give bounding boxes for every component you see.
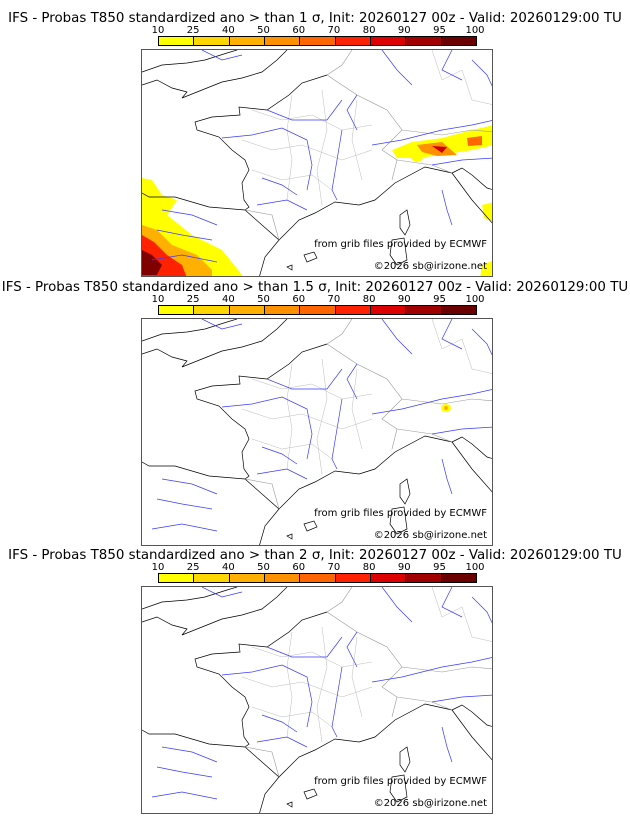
tick-label: 50 bbox=[257, 562, 270, 573]
map-panel-2sigma: IFS - Probas T850 standardized ano > tha… bbox=[0, 537, 630, 814]
tick-label: 90 bbox=[397, 294, 411, 305]
probability-shading bbox=[142, 125, 492, 276]
colorbar-ticks: 10 25 40 50 60 70 80 90 95 100 bbox=[152, 294, 485, 305]
map-panel-1-5sigma: IFS - Probas T850 standardized ano > tha… bbox=[0, 269, 630, 546]
colorbar-swatch bbox=[441, 37, 476, 45]
tick-label: 10 bbox=[151, 562, 165, 573]
copyright-credit: ©2026 sb@irizone.net bbox=[373, 798, 487, 809]
data-source-credit: from grib files provided by ECMWF bbox=[314, 239, 487, 250]
data-source-credit: from grib files provided by ECMWF bbox=[314, 508, 487, 519]
map-canvas bbox=[142, 50, 492, 276]
tick-label: 90 bbox=[397, 562, 411, 573]
colorbar-swatch bbox=[335, 574, 371, 582]
panel-title: IFS - Probas T850 standardized ano > tha… bbox=[8, 548, 622, 563]
tick-label: 40 bbox=[221, 562, 235, 573]
colorbar-swatch bbox=[194, 574, 230, 582]
colorbar-swatch bbox=[229, 37, 265, 45]
tick-label: 70 bbox=[327, 562, 341, 573]
tick-label: 70 bbox=[327, 294, 341, 305]
copyright-credit: ©2026 sb@irizone.net bbox=[373, 261, 487, 272]
tick-label: 25 bbox=[186, 294, 200, 305]
colorbar-swatch bbox=[264, 306, 301, 314]
colorbar-swatch bbox=[194, 37, 230, 45]
colorbar-swatch bbox=[300, 574, 336, 582]
colorbar-swatch bbox=[370, 574, 407, 582]
colorbar-swatch bbox=[406, 37, 442, 45]
tick-label: 25 bbox=[186, 25, 200, 36]
probability-map: from grib files provided by ECMWF ©2026 … bbox=[141, 49, 493, 277]
colorbar-ticks: 10 25 40 50 60 70 80 90 95 100 bbox=[152, 562, 485, 573]
tick-label: 40 bbox=[221, 294, 235, 305]
tick-label: 100 bbox=[465, 562, 485, 573]
probability-shading bbox=[441, 404, 451, 412]
colorbar-swatch bbox=[335, 306, 371, 314]
colorbar-swatch bbox=[159, 306, 195, 314]
colorbar-swatch bbox=[229, 306, 265, 314]
colorbar-swatch bbox=[406, 306, 442, 314]
tick-label: 80 bbox=[362, 562, 376, 573]
copyright-credit: ©2026 sb@irizone.net bbox=[373, 530, 487, 541]
tick-label: 95 bbox=[433, 294, 446, 305]
colorbar-swatch bbox=[159, 37, 195, 45]
colorbar-swatch bbox=[300, 37, 336, 45]
colorbar bbox=[158, 573, 477, 583]
colorbar-swatch bbox=[370, 37, 407, 45]
tick-label: 100 bbox=[465, 294, 485, 305]
colorbar-swatch bbox=[194, 306, 230, 314]
tick-label: 10 bbox=[151, 25, 165, 36]
colorbar-swatch bbox=[159, 574, 195, 582]
colorbar-swatch bbox=[264, 37, 301, 45]
probability-map: from grib files provided by ECMWF ©2026 … bbox=[141, 318, 493, 546]
tick-label: 60 bbox=[292, 25, 306, 36]
tick-label: 95 bbox=[433, 25, 446, 36]
colorbar-swatch bbox=[370, 306, 407, 314]
tick-label: 60 bbox=[292, 294, 306, 305]
map-panel-1sigma: IFS - Probas T850 standardized ano > tha… bbox=[0, 0, 630, 277]
colorbar-ticks: 10 25 40 50 60 70 80 90 95 100 bbox=[152, 25, 485, 36]
panel-title: IFS - Probas T850 standardized ano > tha… bbox=[8, 11, 622, 26]
tick-label: 50 bbox=[257, 294, 270, 305]
colorbar-swatch bbox=[335, 37, 371, 45]
tick-label: 80 bbox=[362, 294, 376, 305]
tick-label: 95 bbox=[433, 562, 446, 573]
tick-label: 60 bbox=[292, 562, 306, 573]
colorbar bbox=[158, 36, 477, 46]
colorbar-swatch bbox=[300, 306, 336, 314]
colorbar-swatch bbox=[441, 306, 476, 314]
tick-label: 25 bbox=[186, 562, 200, 573]
tick-label: 80 bbox=[362, 25, 376, 36]
colorbar-swatch bbox=[264, 574, 301, 582]
data-source-credit: from grib files provided by ECMWF bbox=[314, 776, 487, 787]
tick-label: 90 bbox=[397, 25, 411, 36]
map-canvas bbox=[142, 319, 492, 545]
colorbar bbox=[158, 305, 477, 315]
colorbar-swatch bbox=[441, 574, 476, 582]
probability-map: from grib files provided by ECMWF ©2026 … bbox=[141, 586, 493, 814]
colorbar-swatch bbox=[406, 574, 442, 582]
tick-label: 10 bbox=[151, 294, 165, 305]
tick-label: 50 bbox=[257, 25, 270, 36]
tick-label: 100 bbox=[465, 25, 485, 36]
tick-label: 70 bbox=[327, 25, 341, 36]
tick-label: 40 bbox=[221, 25, 235, 36]
colorbar-swatch bbox=[229, 574, 265, 582]
panel-title: IFS - Probas T850 standardized ano > tha… bbox=[1, 280, 629, 295]
